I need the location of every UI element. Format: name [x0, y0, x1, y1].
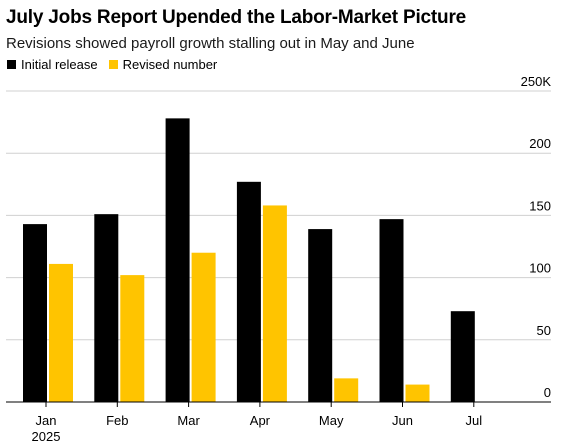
x-tick-sublabel: 2025: [32, 429, 61, 444]
bar-initial-release: [379, 219, 404, 402]
y-tick-label: 50: [537, 323, 551, 338]
chart-title: July Jobs Report Upended the Labor-Marke…: [6, 7, 467, 28]
legend-swatch-revised: [108, 60, 118, 69]
legend-item-initial: Initial release: [7, 57, 98, 72]
bar-revised-number: [262, 205, 287, 402]
y-tick-label: 0: [544, 385, 551, 400]
x-tick-label: Feb: [106, 413, 128, 428]
legend-label-revised: Revised number: [122, 57, 218, 72]
legend-item-revised: Revised number: [108, 57, 218, 72]
bar-initial-release: [94, 214, 119, 402]
bar-revised-number: [405, 384, 430, 402]
y-tick-label: 250K: [521, 74, 552, 89]
bar-initial-release: [308, 229, 333, 402]
x-tick-label: May: [319, 413, 344, 428]
bar-revised-number: [191, 252, 216, 402]
chart-subtitle: Revisions showed payroll growth stalling…: [6, 35, 415, 52]
y-tick-label: 100: [529, 261, 551, 276]
bar-initial-release: [450, 311, 475, 402]
legend-swatch-initial: [7, 60, 16, 69]
bar-revised-number: [49, 263, 73, 402]
y-tick-label: 200: [529, 136, 551, 151]
x-tick-label: Jun: [392, 413, 413, 428]
x-tick-label: Mar: [177, 413, 200, 428]
y-tick-label: 150: [529, 198, 551, 213]
bar-initial-release: [236, 181, 261, 402]
bar-revised-number: [120, 275, 145, 402]
legend-label-initial: Initial release: [21, 57, 98, 72]
bar-initial-release: [165, 118, 190, 403]
x-tick-label: Apr: [250, 413, 271, 428]
x-tick-label: Jan: [36, 413, 57, 428]
legend: Initial release Revised number: [7, 57, 228, 72]
bars: [23, 118, 475, 403]
bar-initial-release: [23, 224, 47, 402]
x-tick-label: Jul: [465, 413, 482, 428]
bar-revised-number: [334, 378, 359, 402]
